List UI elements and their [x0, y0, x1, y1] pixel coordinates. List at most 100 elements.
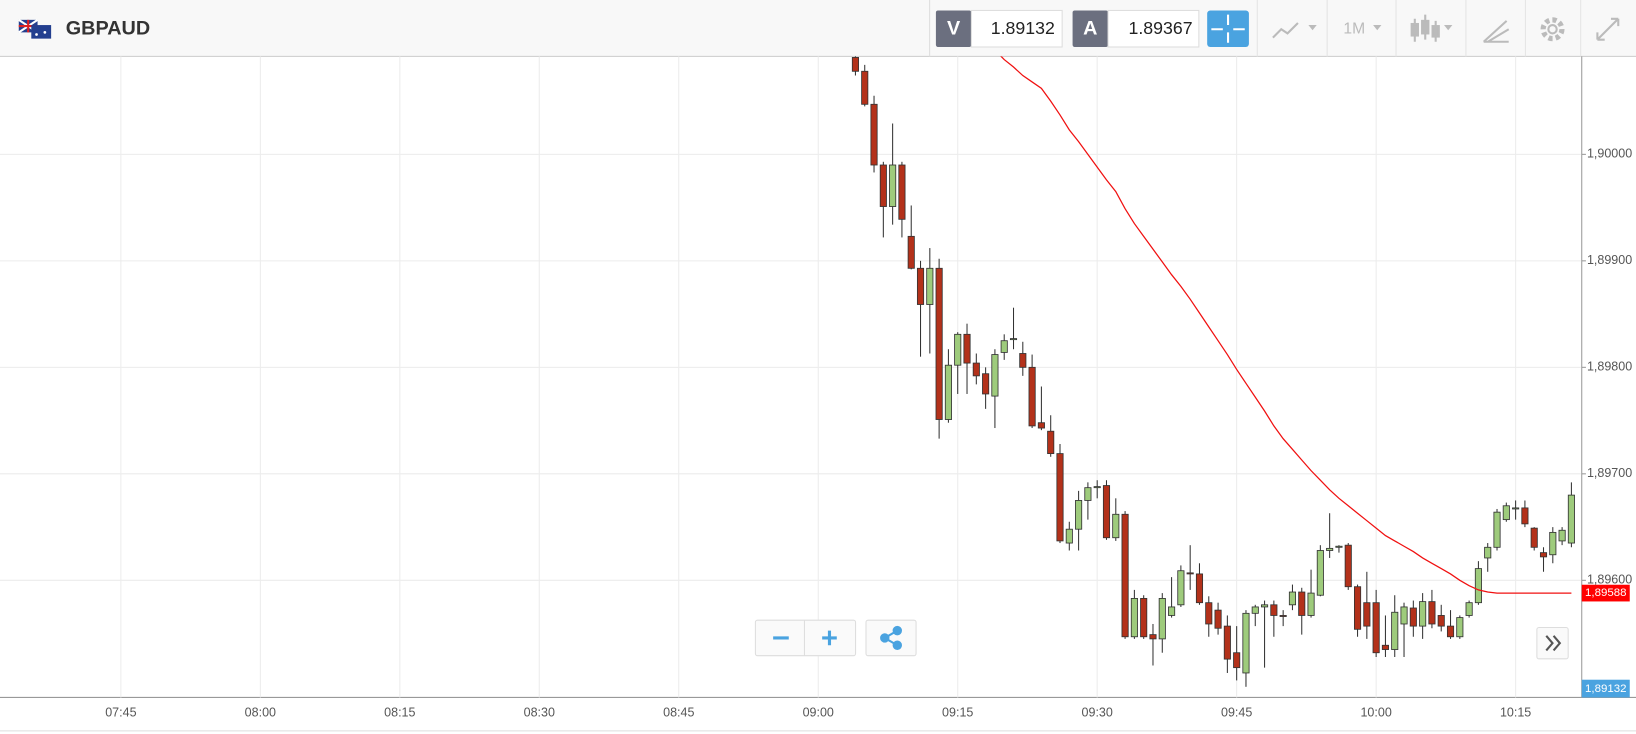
x-tick-label: 08:15	[384, 705, 415, 719]
x-tick-label: 09:45	[1221, 705, 1252, 719]
candle-body	[1223, 625, 1231, 660]
candle-body	[1558, 529, 1566, 542]
bid-price: 1.89132	[991, 18, 1055, 38]
candle-body	[1140, 598, 1148, 638]
candle-body	[1047, 430, 1055, 455]
candle-body	[1567, 494, 1575, 544]
candle-body	[1381, 644, 1389, 650]
candle-body	[1242, 612, 1250, 674]
line-badge-box	[1581, 584, 1630, 602]
timeframe[interactable]: 1M	[1343, 20, 1365, 37]
candle-body	[1261, 604, 1269, 608]
plot-area	[851, 56, 1575, 687]
candle-body	[1158, 598, 1166, 640]
toolbar-icons	[1256, 0, 1620, 57]
candle-body	[1372, 602, 1380, 654]
candle-body	[1037, 422, 1045, 429]
x-tick-label: 10:00	[1360, 705, 1391, 719]
candle-body	[954, 333, 962, 366]
ask-button[interactable]	[1072, 10, 1109, 47]
bid-button[interactable]	[935, 10, 972, 47]
line-badge: 1,89588	[1585, 587, 1626, 599]
ask-box	[1107, 9, 1200, 48]
candle-body	[1353, 586, 1362, 630]
bid-box	[970, 9, 1063, 48]
scroll-icon	[1545, 635, 1562, 652]
candle-body	[1121, 513, 1129, 638]
candle-body	[916, 267, 925, 305]
candle-body	[1019, 353, 1027, 368]
candle-body	[1233, 652, 1241, 669]
x-tick-label: 09:15	[942, 705, 973, 719]
candle-body	[982, 373, 990, 395]
y-tick-label: 1,89600	[1587, 573, 1632, 587]
candle-body	[1512, 507, 1520, 510]
share-icon	[880, 625, 902, 650]
candle-body	[898, 164, 906, 220]
bid-badge: 1,89132	[1585, 683, 1626, 695]
candle-body	[1446, 625, 1455, 638]
candle-body	[889, 164, 897, 207]
candle-body	[1521, 507, 1529, 525]
candle-body	[1065, 528, 1073, 544]
x-tick-label: 08:30	[524, 705, 555, 719]
candle-body	[1186, 572, 1194, 575]
candle-body	[1177, 570, 1185, 606]
y-tick-label: 1,89800	[1587, 360, 1632, 374]
candle-body	[1484, 546, 1492, 559]
ask-label: A	[1083, 17, 1097, 39]
candle-body	[1056, 453, 1064, 542]
y-tick-label: 1,89900	[1587, 253, 1632, 267]
candle-body	[972, 362, 980, 377]
crosshair-icon	[1211, 14, 1245, 43]
candle-body	[1400, 606, 1408, 625]
candle-body	[1493, 511, 1501, 548]
candle-body	[1363, 602, 1371, 627]
candle-body	[1419, 601, 1427, 627]
candle-body	[1502, 505, 1510, 521]
candle-body	[1028, 366, 1036, 427]
candle-body	[1549, 531, 1557, 556]
candle-body	[1391, 611, 1399, 650]
header-bar	[0, 0, 1636, 57]
candle-body	[1307, 592, 1315, 616]
y-tick-label: 1,90000	[1587, 147, 1632, 161]
x-tick-label: 09:00	[803, 705, 834, 719]
candle-body	[963, 333, 971, 364]
plus-icon	[822, 630, 837, 646]
y-tick-label: 1,89700	[1587, 466, 1632, 480]
candle-body	[1530, 527, 1538, 548]
zoom-controls	[754, 619, 1569, 660]
crosshair-button[interactable]	[1207, 10, 1249, 47]
x-tick-label: 10:15	[1500, 705, 1531, 719]
ask-price: 1.89367	[1128, 18, 1192, 38]
candle-body	[1205, 602, 1213, 625]
candle-body	[1474, 568, 1482, 604]
candle-body	[1102, 485, 1111, 539]
candle-body	[1326, 547, 1334, 551]
candle-body	[1075, 500, 1083, 530]
candle-body	[1084, 487, 1092, 501]
candle-body	[1168, 606, 1176, 616]
candle-body	[1195, 573, 1204, 604]
candle-body	[1298, 591, 1306, 616]
candle-body	[1112, 513, 1120, 539]
symbol: GBPAUD	[66, 17, 150, 39]
candle-body	[861, 70, 869, 105]
candle-body	[1288, 591, 1297, 606]
candle-body	[1214, 609, 1222, 629]
bid-badge-box	[1581, 679, 1630, 698]
candle-body	[1539, 552, 1548, 558]
candle-body	[991, 354, 999, 397]
candle-body	[879, 164, 887, 207]
candle-body	[1344, 544, 1352, 588]
candle-body	[1428, 601, 1436, 625]
axes: 07:45 08:00 08:15 08:30 08:45 09:00 09:15 09:30…	[105, 147, 1632, 720]
grid	[0, 56, 1581, 698]
candle-body	[1465, 602, 1473, 616]
x-tick-label: 07:45	[105, 705, 136, 719]
share-button[interactable]	[865, 619, 917, 657]
candle-body	[944, 364, 952, 420]
candle-body	[870, 103, 878, 166]
